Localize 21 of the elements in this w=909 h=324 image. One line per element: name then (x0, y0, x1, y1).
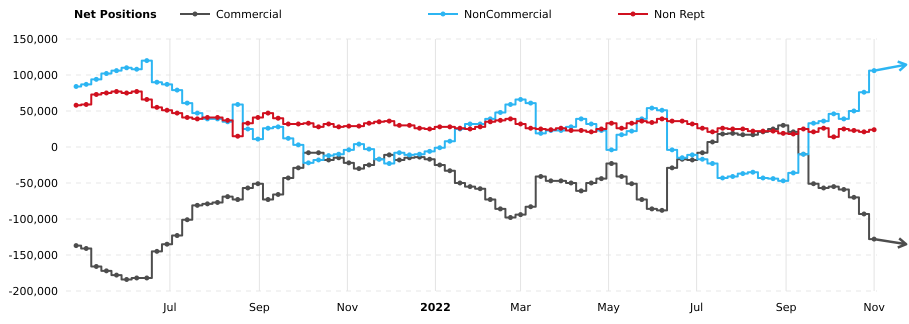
x-tick-label: 2022 (420, 301, 451, 314)
y-tick-label: -100,000 (8, 212, 58, 226)
legend-label: Commercial (215, 8, 283, 20)
legend-title: Net Positions (74, 8, 158, 20)
legend-label: NonCommercial (463, 8, 553, 20)
x-tick-label: Sep (776, 301, 796, 314)
x-tick-label: Nov (336, 301, 359, 314)
legend-label: Non Rept (653, 8, 706, 20)
x-tick-label: Sep (249, 301, 270, 314)
y-tick-label: -200,000 (8, 284, 58, 298)
y-tick-label: -50,000 (16, 176, 58, 190)
x-tick-label: May (597, 301, 620, 314)
y-tick-label: -150,000 (8, 248, 58, 262)
y-tick-label: 50,000 (20, 104, 58, 118)
x-tick-label: Jul (688, 301, 704, 314)
y-tick-label: 150,000 (12, 32, 58, 46)
x-tick-label: Jul (162, 301, 177, 314)
y-tick-label: 100,000 (12, 68, 58, 82)
x-tick-label: Mar (510, 301, 532, 314)
y-tick-label: 0 (51, 140, 58, 154)
x-tick-label: Nov (863, 301, 886, 314)
